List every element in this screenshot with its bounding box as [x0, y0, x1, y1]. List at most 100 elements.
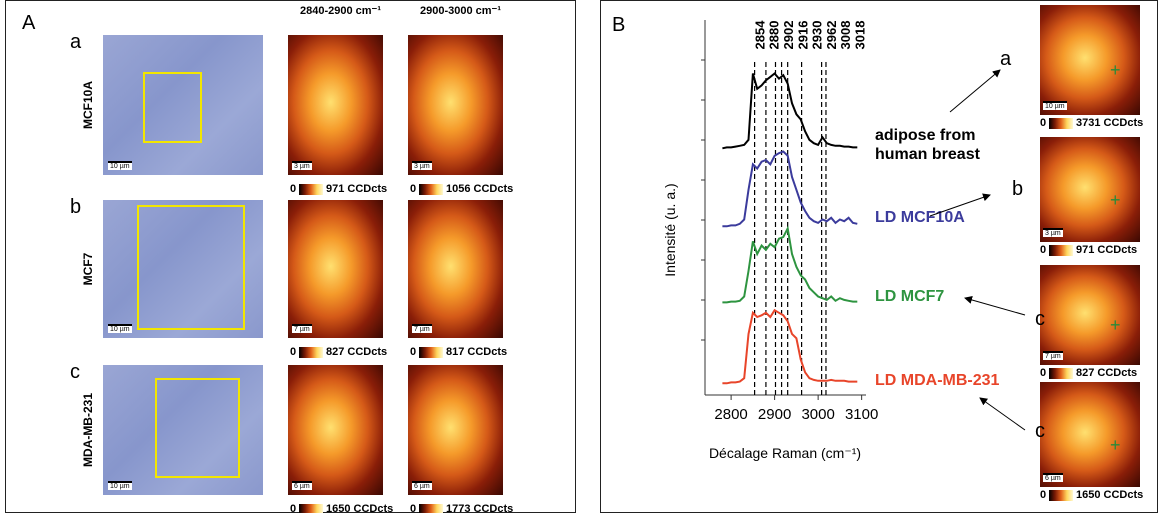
colorbar-min: 0 — [290, 346, 297, 358]
cross-marker: + — [1110, 60, 1121, 80]
colorbar-max: 1650 CCDcts — [1076, 489, 1144, 501]
row-letter: c — [1035, 308, 1045, 330]
peak-label: 2930 — [810, 21, 825, 50]
scale-bar: 10 µm — [1043, 101, 1067, 110]
colorbar-min: 0 — [1040, 244, 1047, 256]
peak-label: 3008 — [838, 21, 853, 50]
raman-map — [1040, 5, 1140, 115]
colorbar-max: 817 CCDcts — [446, 346, 508, 358]
x-tick-label: 3000 — [801, 406, 834, 423]
x-tick-label: 2800 — [714, 406, 747, 423]
scale-bar: 3 µm — [412, 161, 432, 170]
colorbar — [299, 184, 323, 195]
scale-bar: 3 µm — [1043, 228, 1063, 237]
x-tick-label: 2900 — [758, 406, 791, 423]
cross-marker: + — [1110, 434, 1121, 455]
row-letter: c — [70, 361, 80, 383]
colorbar — [1049, 490, 1073, 501]
scale-bar: 7 µm — [292, 324, 312, 333]
colorbar-max: 1773 CCDcts — [446, 503, 514, 513]
peak-label: 2902 — [781, 21, 796, 50]
legend-label: LD MDA-MB-231 — [875, 372, 1000, 389]
cross-marker: + — [1110, 189, 1121, 210]
colorbar-min: 0 — [410, 503, 417, 513]
micrograph — [103, 35, 263, 175]
scale-bar: 7 µm — [412, 324, 432, 333]
micrograph — [103, 200, 263, 338]
scale-bar: 6 µm — [1043, 473, 1063, 482]
roi-box — [143, 72, 202, 143]
spectra-chart: 2800 2900 3000 3100 Décalage Raman (cm⁻¹) Int… — [662, 20, 878, 461]
row-letter: c — [1035, 420, 1045, 442]
cell-line-label: MCF10A — [81, 80, 95, 130]
raman-map — [1040, 265, 1140, 365]
colorbar-min: 0 — [290, 503, 297, 513]
cell-line-label: MCF7 — [81, 252, 95, 286]
column-header: 2900-3000 cm⁻¹ — [420, 5, 502, 17]
scale-bar: 7 µm — [1043, 351, 1063, 360]
spectrum-line — [722, 308, 858, 385]
colorbar-max: 827 CCDcts — [1076, 367, 1138, 379]
colorbar-min: 0 — [410, 183, 417, 195]
legend-label: adipose from human breast — [875, 127, 980, 163]
scale-bar: 3 µm — [292, 161, 312, 170]
colorbar — [419, 184, 443, 195]
colorbar — [419, 347, 443, 358]
raman-map — [288, 365, 383, 495]
colorbar — [299, 347, 323, 358]
colorbar — [1049, 368, 1073, 379]
colorbar-max: 3731 CCDcts — [1076, 117, 1144, 129]
colorbar — [1049, 245, 1073, 256]
row-letter: b — [1012, 178, 1024, 200]
raman-map — [408, 35, 503, 175]
raman-map — [408, 200, 503, 338]
colorbar-max: 827 CCDcts — [326, 346, 388, 358]
raman-map — [1040, 382, 1140, 487]
scale-bar: 6 µm — [412, 481, 432, 490]
peak-label: 2962 — [824, 21, 839, 50]
row-letter: a — [1000, 48, 1012, 70]
legend-label: LD MCF10A — [875, 209, 965, 226]
scale-bar: 10 µm — [108, 481, 132, 490]
raman-map — [408, 365, 503, 495]
colorbar — [299, 504, 323, 513]
row-letter: a — [70, 31, 82, 53]
colorbar-max: 971 CCDcts — [326, 183, 388, 195]
peak-label: 2916 — [795, 21, 810, 50]
colorbar-max: 971 CCDcts — [1076, 244, 1138, 256]
colorbar-max: 1056 CCDcts — [446, 183, 514, 195]
x-tick-label: 3100 — [845, 406, 878, 423]
spectrum-line — [722, 225, 858, 304]
raman-map — [288, 200, 383, 338]
colorbar-min: 0 — [410, 346, 417, 358]
column-header: 2840-2900 cm⁻¹ — [300, 5, 382, 17]
scale-bar: 6 µm — [292, 481, 312, 490]
roi-box — [137, 205, 245, 330]
scale-bar: 10 µm — [108, 324, 132, 333]
cell-line-label: MDA-MB-231 — [81, 392, 95, 468]
cross-marker: + — [1110, 315, 1121, 335]
legend-label: LD MCF7 — [875, 288, 945, 305]
colorbar-max: 1650 CCDcts — [326, 503, 394, 513]
spectrum-line — [722, 150, 858, 228]
peak-label: 3018 — [853, 21, 868, 50]
peak-label: 2880 — [767, 21, 782, 50]
panel-label: A — [22, 12, 36, 34]
panel-label: B — [612, 14, 626, 36]
micrograph — [103, 365, 263, 495]
colorbar-min: 0 — [1040, 367, 1047, 379]
raman-map — [288, 35, 383, 175]
raman-map — [1040, 137, 1140, 242]
colorbar-min: 0 — [1040, 117, 1047, 129]
row-letter: b — [70, 196, 82, 218]
colorbar-min: 0 — [290, 183, 297, 195]
x-axis-label: Décalage Raman (cm⁻¹) — [709, 445, 861, 461]
roi-box — [155, 378, 240, 478]
y-axis-label: Intensité (u. a.) — [662, 183, 678, 276]
colorbar — [419, 504, 443, 513]
spectrum-line — [722, 72, 858, 150]
colorbar-min: 0 — [1040, 489, 1047, 501]
scale-bar: 10 µm — [108, 161, 132, 170]
colorbar — [1049, 118, 1073, 129]
